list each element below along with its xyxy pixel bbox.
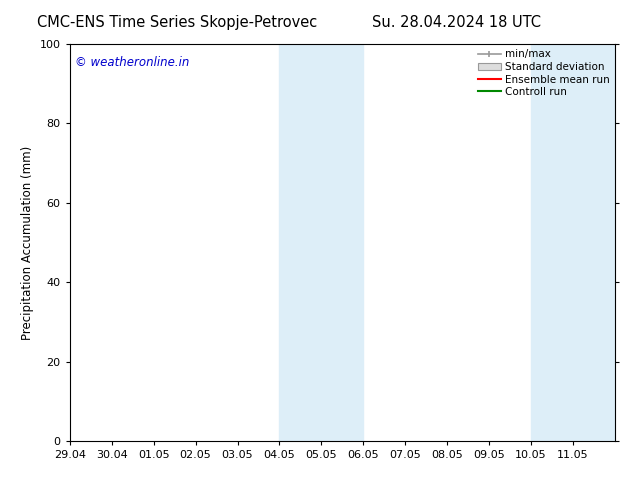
Y-axis label: Precipitation Accumulation (mm): Precipitation Accumulation (mm) [21,146,34,340]
Text: © weatheronline.in: © weatheronline.in [75,56,190,69]
Bar [280,44,363,441]
Text: Su. 28.04.2024 18 UTC: Su. 28.04.2024 18 UTC [372,15,541,30]
Bar [531,44,615,441]
Legend: min/max, Standard deviation, Ensemble mean run, Controll run: min/max, Standard deviation, Ensemble me… [478,49,610,97]
Text: CMC-ENS Time Series Skopje-Petrovec: CMC-ENS Time Series Skopje-Petrovec [37,15,318,30]
